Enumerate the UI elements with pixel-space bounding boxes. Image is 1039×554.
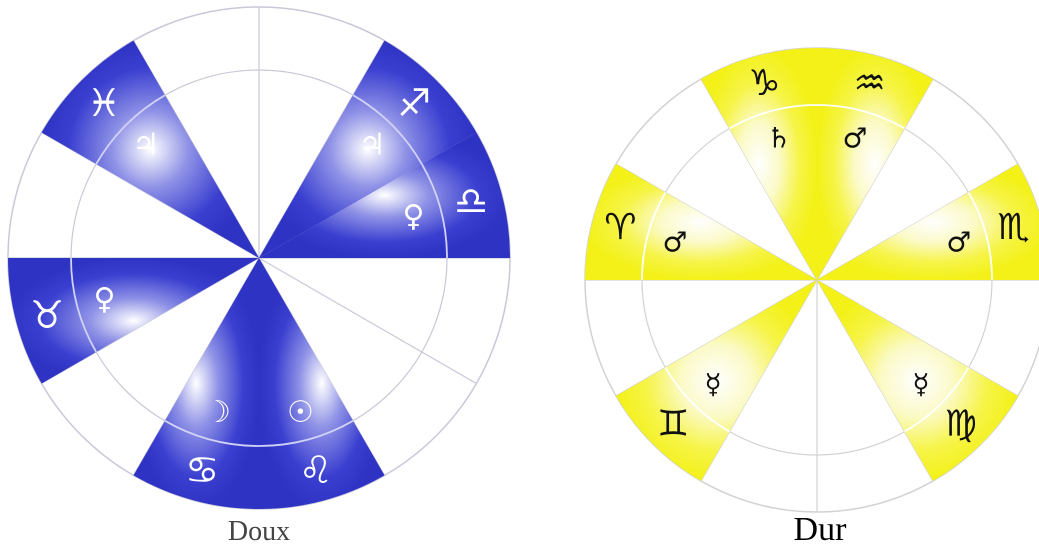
zodiac-sign-icon: ♋: [185, 448, 219, 492]
wheel-doux: ♓ ♃ ♐ ♃ ♉ ♀ ♎ ♀ ♋ ☽ ♌ ☉: [7, 6, 511, 510]
sector-ring-arc: [967, 192, 993, 281]
sector-ring-arc: [904, 367, 970, 433]
zodiac-sign-icon: ♌: [299, 448, 333, 492]
planet-symbol-icon: ☽: [204, 395, 231, 430]
sector-dur-4: [616, 280, 817, 481]
sector-ring-arc: [352, 94, 423, 165]
planet-symbol-icon: ♂: [946, 225, 971, 258]
sector-ring-arc: [816, 104, 905, 130]
sector-ring-arc: [641, 192, 667, 281]
zodiac-sign-icon: ♑: [748, 63, 780, 104]
sector-dur-1: [701, 48, 817, 280]
sector-ring-arc: [70, 257, 97, 353]
planet-symbol-icon: ♀: [93, 282, 115, 317]
planet-symbol-icon: ♂: [662, 225, 687, 258]
zodiac-sign-icon: ♈: [604, 207, 636, 248]
sector-ring-arc: [729, 104, 818, 130]
caption-doux: Doux: [227, 516, 291, 547]
wheel-dur: ♒ ♂ ♑ ♄ ♈ ♂ ♏ ♂ ♊ ☿ ♍ ☿: [584, 47, 1039, 513]
sector-ring-arc: [95, 94, 166, 165]
planet-symbol-icon: ♀: [403, 199, 425, 234]
zodiac-sign-icon: ♍: [945, 403, 977, 444]
sector-doux-0: [41, 40, 259, 258]
sector-ring-arc: [421, 163, 448, 259]
sector-ring-arc: [164, 420, 260, 447]
planet-symbol-icon: ♂: [842, 122, 867, 155]
planet-symbol-icon: ♄: [766, 122, 791, 155]
sector-dur-5: [817, 280, 1018, 481]
sector-dur-3: [817, 164, 1039, 280]
zodiac-sign-icon: ♊: [657, 403, 689, 444]
sector-doux-3: [259, 132, 510, 258]
zodiac-sign-icon: ♏: [997, 207, 1029, 248]
sector-doux-4: [133, 258, 259, 509]
sector-ring-arc: [664, 367, 730, 433]
zodiac-sign-icon: ♐: [397, 81, 431, 125]
planet-symbol-icon: ☉: [287, 395, 314, 430]
sector-doux-2: [8, 258, 259, 384]
zodiac-sign-icon: ♉: [30, 293, 64, 337]
planet-symbol-icon: ♃: [359, 127, 386, 162]
planet-symbol-icon: ☿: [704, 367, 721, 400]
sector-doux-1: [259, 40, 477, 258]
zodiac-sign-icon: ♎: [454, 179, 488, 223]
zodiac-sign-icon: ♒: [854, 63, 886, 104]
sector-ring-arc: [258, 420, 354, 447]
caption-dur: Dur: [793, 511, 847, 548]
division-line: [258, 257, 477, 385]
sector-dur-2: [585, 164, 817, 280]
planet-symbol-icon: ♃: [132, 127, 159, 162]
zodiac-sign-icon: ♓: [87, 81, 121, 125]
sector-dur-0: [817, 48, 933, 280]
planet-symbol-icon: ☿: [912, 367, 929, 400]
sector-doux-5: [259, 258, 385, 509]
